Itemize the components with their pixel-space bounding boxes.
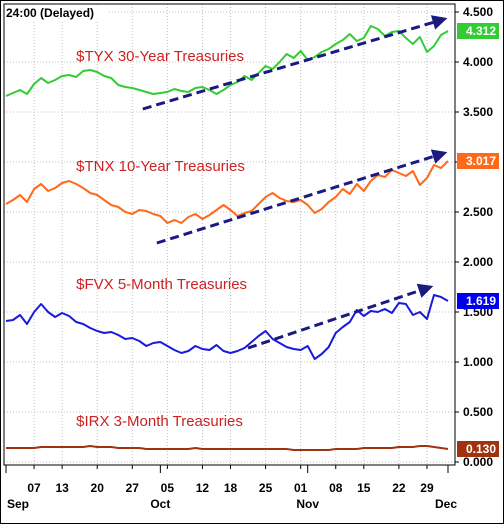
series-line-fvx bbox=[5, 294, 449, 360]
annotation-layer: $TYX 30-Year Treasuries $TNX 10-Year Trea… bbox=[76, 48, 247, 430]
y-tick-label: 2.500 bbox=[463, 205, 493, 219]
trend-arrow-tyx bbox=[142, 15, 448, 111]
last-value-text-fvx: 1.619 bbox=[466, 294, 496, 308]
x-tick-label: 05 bbox=[161, 481, 175, 495]
delayed-label: 24:00 (Delayed) bbox=[6, 6, 94, 20]
x-tick-label: 25 bbox=[259, 481, 273, 495]
axis-layer: 4.5004.0003.5003.0002.5002.0001.5001.000… bbox=[5, 5, 493, 511]
x-tick-label: 29 bbox=[420, 481, 434, 495]
y-tick-label: 2.000 bbox=[463, 255, 493, 269]
series-line-tyx bbox=[5, 25, 449, 97]
last-value-text-tnx: 3.017 bbox=[466, 154, 496, 168]
x-tick-label: 12 bbox=[196, 481, 210, 495]
series-line-irx bbox=[6, 445, 449, 451]
last-value-text-irx: 0.130 bbox=[466, 442, 496, 456]
x-tick-label: 01 bbox=[294, 481, 308, 495]
y-tick-label: 1.000 bbox=[463, 355, 493, 369]
last-value-badge-tyx bbox=[457, 23, 499, 39]
header-label-bg bbox=[5, 5, 109, 20]
y-tick-label: 0.500 bbox=[463, 405, 493, 419]
y-tick-label: 4.000 bbox=[463, 55, 493, 69]
month-label: Nov bbox=[296, 497, 319, 511]
x-tick-label: 13 bbox=[55, 481, 69, 495]
trend-arrow-layer bbox=[142, 15, 448, 350]
trend-arrow-tnx bbox=[156, 149, 448, 245]
x-tick-label: 20 bbox=[91, 481, 105, 495]
month-label: Sep bbox=[7, 497, 29, 511]
series-layer bbox=[5, 25, 449, 451]
last-value-badge-irx bbox=[457, 441, 499, 457]
last-value-text-tyx: 4.312 bbox=[466, 24, 496, 38]
series-line-tnx bbox=[5, 160, 449, 224]
series-annotation-fvx: $FVX 5-Month Treasuries bbox=[76, 276, 247, 293]
last-value-badge-fvx bbox=[457, 293, 499, 309]
y-tick-label: 0.000 bbox=[463, 455, 493, 469]
last-value-badge-tnx bbox=[457, 153, 499, 169]
trend-arrow-fvx bbox=[247, 283, 434, 350]
series-annotation-tnx: $TNX 10-Year Treasuries bbox=[76, 158, 245, 175]
y-tick-label: 3.500 bbox=[463, 105, 493, 119]
x-tick-label: 08 bbox=[329, 481, 343, 495]
x-tick-label: 27 bbox=[126, 481, 140, 495]
month-label: Dec bbox=[435, 497, 457, 511]
x-tick-label: 15 bbox=[357, 481, 371, 495]
grid-layer bbox=[4, 4, 455, 465]
x-tick-label: 07 bbox=[27, 481, 41, 495]
x-tick-label: 18 bbox=[224, 481, 238, 495]
plot-frame bbox=[3, 3, 456, 466]
month-label: Oct bbox=[150, 497, 170, 511]
y-tick-label: 4.500 bbox=[463, 5, 493, 19]
series-annotation-tyx: $TYX 30-Year Treasuries bbox=[76, 48, 244, 65]
last-value-badge-layer: 4.312 3.017 1.619 0.130 bbox=[457, 23, 499, 457]
series-annotation-irx: $IRX 3-Month Treasuries bbox=[76, 413, 243, 430]
x-tick-label: 22 bbox=[392, 481, 406, 495]
